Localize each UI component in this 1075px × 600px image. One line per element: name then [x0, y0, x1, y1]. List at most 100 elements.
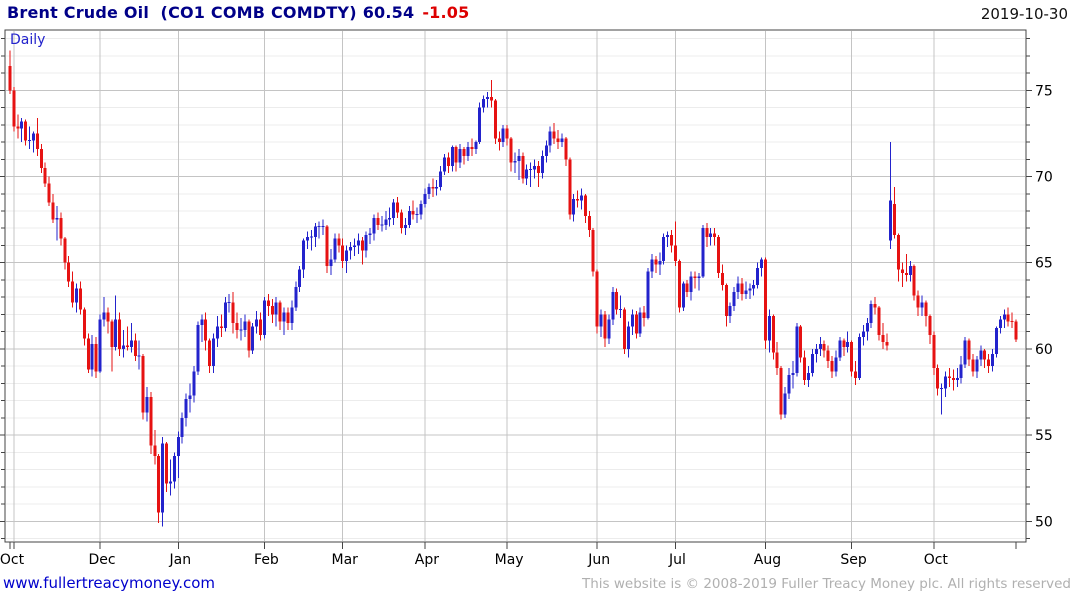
website-link[interactable]: www.fullertreacymoney.com — [3, 574, 216, 592]
candle-body — [525, 169, 529, 179]
y-axis-label: 75 — [1035, 83, 1053, 99]
candle-body — [932, 335, 936, 368]
candle-body — [302, 240, 306, 270]
x-axis-label: Feb — [254, 552, 279, 568]
candle-body — [803, 357, 807, 380]
candle-body — [8, 66, 12, 91]
candle-body — [333, 238, 337, 260]
candle-body — [423, 193, 427, 205]
candle-body — [125, 345, 129, 348]
candle-body — [517, 155, 521, 162]
candle-body — [352, 245, 356, 248]
candle-body — [603, 314, 607, 339]
candle-body — [286, 312, 290, 324]
candle-body — [341, 245, 345, 262]
candle-body — [149, 397, 153, 446]
candle-body — [963, 340, 967, 365]
candle-body — [666, 235, 670, 237]
candle-body — [102, 312, 106, 320]
candle-body — [94, 343, 98, 372]
candle-body — [458, 148, 462, 163]
candle-body — [818, 343, 822, 349]
candle-body — [861, 331, 865, 337]
candle-body — [442, 157, 446, 172]
candle-body — [133, 340, 137, 356]
candle-body — [255, 319, 259, 327]
candle-body — [114, 319, 118, 348]
candle-body — [920, 302, 924, 308]
candle-body — [446, 157, 450, 167]
candle-body — [681, 283, 685, 308]
candle-body — [208, 340, 212, 367]
candle-body — [489, 97, 493, 101]
candle-body — [807, 373, 811, 380]
x-axis-label: Jul — [668, 552, 686, 568]
candle-body — [971, 359, 975, 372]
candle-body — [814, 348, 818, 355]
candle-body — [889, 200, 893, 241]
candle-body — [689, 276, 693, 293]
candle-body — [419, 204, 423, 215]
candle-body — [568, 159, 572, 215]
candle-body — [247, 321, 251, 351]
candle-body — [673, 245, 677, 262]
candle-body — [599, 314, 603, 327]
candle-body — [564, 138, 568, 160]
candle-body — [677, 261, 681, 308]
candle-body — [822, 343, 826, 351]
candle-body — [12, 90, 16, 127]
candle-body — [407, 211, 411, 225]
candle-body — [736, 283, 740, 293]
candle-body — [587, 216, 591, 230]
candle-body — [165, 443, 169, 484]
candle-body — [161, 443, 165, 513]
candle-body — [466, 147, 470, 156]
candle-body — [670, 235, 674, 246]
candle-body — [705, 228, 709, 237]
candle-body — [795, 326, 799, 374]
candle-body — [200, 319, 204, 325]
candle-body — [873, 304, 877, 308]
candle-body — [227, 301, 231, 303]
candle-body — [86, 338, 90, 370]
candle-body — [904, 273, 908, 275]
candle-body — [384, 219, 388, 225]
candle-body — [266, 300, 270, 306]
candle-body — [212, 338, 216, 367]
candle-body — [697, 276, 701, 279]
candle-body — [760, 259, 764, 268]
candle-body — [634, 314, 638, 334]
y-axis-label: 50 — [1035, 514, 1053, 530]
candle-body — [987, 359, 991, 367]
candle-body — [345, 250, 349, 262]
candle-body — [231, 302, 235, 324]
candle-body — [364, 235, 368, 251]
candle-body — [877, 307, 881, 336]
candle-body — [826, 350, 830, 361]
candle-body — [118, 319, 122, 349]
candle-body — [560, 138, 564, 143]
candle-body — [294, 286, 298, 308]
candle-body — [325, 226, 329, 267]
candle-body — [717, 236, 721, 274]
x-axis-label: Sep — [840, 552, 867, 568]
candle-body — [799, 326, 803, 358]
candle-body — [141, 355, 145, 413]
candle-body — [865, 323, 869, 332]
candle-body — [728, 305, 732, 317]
candle-body — [204, 319, 208, 341]
candle-body — [576, 198, 580, 201]
candle-body — [654, 259, 658, 265]
candle-body — [908, 266, 912, 275]
candle-body — [55, 217, 59, 220]
candle-body — [595, 271, 599, 327]
candle-body — [501, 128, 505, 143]
candle-body — [928, 316, 932, 336]
candle-body — [176, 436, 180, 456]
candle-body — [842, 340, 846, 348]
candle-body — [411, 211, 415, 215]
candle-body — [270, 305, 274, 315]
chart-date: 2019-10-30 — [980, 5, 1068, 23]
candle-body — [869, 304, 873, 324]
candle-body — [975, 359, 979, 372]
